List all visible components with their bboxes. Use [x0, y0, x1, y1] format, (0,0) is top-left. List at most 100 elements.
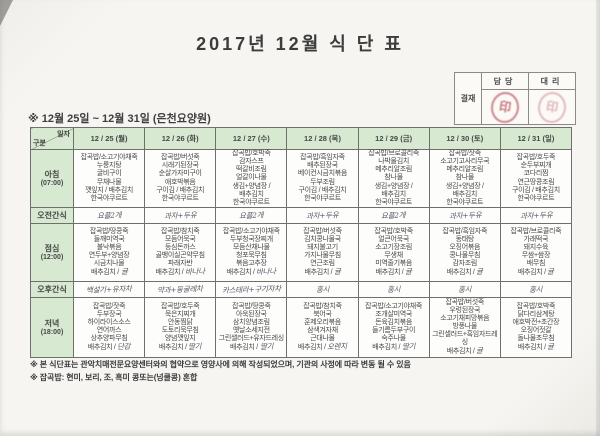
menu-line: 한국야쿠르트 [375, 198, 413, 206]
menu-line: 조개살미역국 [375, 310, 413, 318]
menu-line: 상추양파무침 [90, 335, 128, 343]
handwritten-note: 카스테라+구기자차 [221, 283, 281, 295]
menu-cell: 카스테라+구기자차 [215, 281, 288, 298]
menu-line: 얼갈이나물 [236, 174, 267, 182]
printed-text: 배추김치 / [297, 344, 328, 352]
menu-line: 약과+둥굴레차 [145, 284, 215, 295]
printed-text: 배추김치 / [375, 269, 406, 277]
handwritten-note: 요플2개 [96, 210, 122, 220]
footnote-grain: ※ 잡곡밥: 현미, 보리, 조, 흑미 콩또는(넝쿨콩) 혼합 [30, 373, 198, 382]
row-label-cell: 오전간식 [30, 207, 74, 224]
menu-line: 한국야쿠르트 [304, 194, 341, 202]
menu-line: 잡곡밥/호두죽 [160, 302, 200, 310]
handwritten-note: 귤 [476, 346, 483, 356]
menu-cell: 잡곡밥/버섯죽 김치콩나물국 돼지불고기 가지나물무침 연근조림 배추김치 / 귤 [286, 223, 359, 282]
menu-line: 두부장국 [96, 310, 122, 318]
day-header-cell: 12 / 28 (목) [286, 127, 359, 150]
menu-line: 그린샐러드+흑임자드레싱 [432, 331, 498, 347]
printed-text: 배추김치 / [226, 269, 257, 277]
menu-line: 모듬어묵국 [164, 235, 196, 243]
corner-label-date: 일자 [57, 131, 70, 138]
stamp-cell-damdang: 印 [481, 89, 529, 125]
printed-text: 배추김치 / [372, 344, 402, 352]
menu-line: 방풍나물 [452, 322, 478, 330]
menu-line: 잡곡밥/버섯죽 [160, 154, 200, 162]
menu-cell: 요플2개 [357, 207, 430, 224]
menu-line: 무생채 [384, 252, 403, 259]
menu-line: 잡곡밥/소고기야채죽 [222, 227, 280, 235]
menu-line: 백설기+유자차 [74, 283, 144, 295]
day-header-cell: 12 / 30 (토) [428, 127, 501, 150]
approval-col-daeri: 대리 [528, 72, 576, 90]
menu-cell: 과자+두유 [286, 207, 359, 224]
menu-cell: 과자+두유 [144, 207, 217, 224]
menu-line: 소고기채피망볶음 [440, 314, 490, 322]
menu-line: 잡곡밥/땅콩죽 [232, 302, 271, 310]
menu-line: 시래기된장국 [161, 162, 199, 170]
row-label-cell: 저녁 (18:00) [30, 297, 74, 358]
menu-line: 요플2개 [359, 210, 429, 221]
menu-cell: 잡곡밥/땅콩죽 들깨미역국 불낙볶음 연두부+양념장 시금치나물 배추김치 / 귤 [72, 223, 146, 282]
handwritten-note: 바나나 [256, 266, 277, 277]
day-header-cell: 12 / 31 (일) [499, 127, 573, 150]
menu-line: 콩나물무침 [449, 252, 481, 259]
menu-line: 메추리알조림 [446, 166, 484, 174]
day-header-cell: 12 / 27 (수) [215, 127, 288, 150]
menu-row-오전간식: 오전간식 요플2개 과자+두유 요플2개 과자+두유 요플2개 과자+두유 과자+두유 [30, 207, 573, 224]
menu-cell: 과자+두유 [428, 207, 501, 224]
menu-line: 나박물김치 [378, 158, 409, 166]
menu-line: 돌나물초무침 [517, 335, 555, 343]
menu-line: 닭다리삼계탕 [517, 310, 555, 318]
menu-line: 생김+양념장 / [232, 182, 271, 190]
menu-cell: 약과+둥굴레차 [144, 281, 217, 298]
menu-line: 연근땅콩조림 [517, 178, 555, 186]
menu-line: 잡곡밥/잣죽 [448, 150, 482, 158]
menu-line: 생김+양념장 / [445, 182, 484, 190]
menu-line: 배무침 [526, 260, 546, 268]
menu-line: 홍시 [359, 284, 429, 295]
handwritten-note: 딸기 [401, 341, 416, 352]
menu-line: 배추김치 / 귤 [501, 267, 571, 277]
menu-line: 무채나물 [96, 178, 122, 186]
menu-line: 잡곡밥/참치죽 [303, 302, 342, 310]
menu-line: 미역줄기볶음 [375, 260, 413, 268]
menu-line: 잡곡밥/소고기야채죽 [80, 154, 138, 162]
menu-line: 숙주나물 [381, 335, 406, 343]
menu-line: 배추김치 / 귤 [501, 342, 571, 352]
handwritten-note: 귤 [120, 267, 128, 277]
menu-line: 하이라이스소스 [87, 318, 131, 326]
handwritten-note: 단감 [117, 341, 131, 352]
stamp-cell-daeri: 印 [528, 89, 576, 125]
menu-line: 연근조림 [310, 260, 335, 268]
handwritten-note: 백설기+유자차 [86, 283, 133, 295]
menu-cell: 잡곡밥/잣죽 두부장국 하이라이스소스 연어까스 상추양파무침 배추김치 / 단감 [72, 297, 146, 358]
handwritten-note: 과자+두유 [306, 209, 339, 221]
scan-artifact-corner [0, 0, 13, 26]
corner-label-category: 구분 [33, 140, 46, 147]
menu-line: 소고기장조림 [375, 243, 413, 251]
menu-cell: 잡곡밥/버섯죽 우렁된장국 소고기채피망볶음 방풍나물 그린샐러드+흑임자드레싱 배추김치… [428, 297, 501, 358]
menu-cell: 잡곡밥/호두죽 묵은지찌개 안동찜닭 도토리묵무침 양념깻잎지 배추김치 / 딸기 [144, 297, 217, 358]
menu-cell: 잡곡밥/소고기야채죽 누룽지탕 굴비구이 무채나물 깻잎지 / 배추김치 한국야쿠르트 [72, 149, 146, 208]
menu-line: 삼치양념조림 [232, 318, 270, 326]
menu-line: 오징어볶음 [449, 243, 481, 251]
menu-line: 애호박볶음 [164, 178, 196, 186]
menu-line: 잡곡밥/호박죽 [374, 227, 413, 235]
menu-line: 카스테라+구기자차 [216, 283, 286, 295]
menu-line: 굴비구이 [96, 170, 122, 178]
menu-line: 골뱅이실곤약무침 [155, 252, 205, 259]
menu-line: 소고기고사리무국 [440, 158, 490, 166]
menu-line: 시금치나물 [93, 260, 125, 268]
menu-line: 훈제오리볶음 [304, 318, 341, 326]
menu-line: 모듬산채나물 [232, 243, 270, 251]
menu-line: 한국야쿠르트 [161, 194, 199, 202]
menu-line: 한국야쿠르트 [90, 194, 128, 202]
menu-line: 잡곡밥/호박죽 [516, 302, 556, 310]
menu-cell: 잡곡밥/소고기야채죽 조개살미역국 돈육김치볶음 들기름두부구이 숙주나물 배추김치 / … [357, 297, 430, 358]
menu-line: 안동찜닭 [167, 318, 193, 326]
menu-line: 잡곡밥/버섯죽 [303, 227, 342, 235]
menu-cell: 백설기+유자차 [72, 281, 146, 298]
menu-cell: 잡곡밥/잣죽 소고기고사리무국 메추리알조림 참나물 생김+양념장 / 배추김치 한국야쿠르… [428, 149, 501, 208]
